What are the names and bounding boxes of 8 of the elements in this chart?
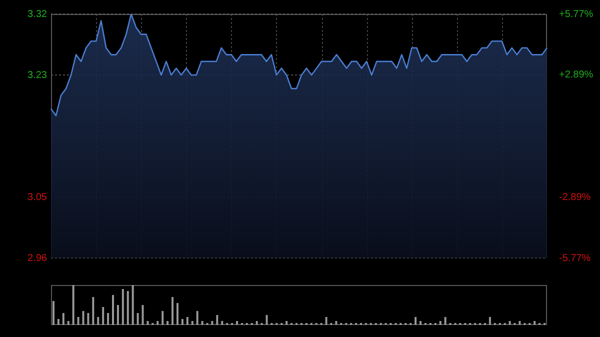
y-tick-label: 2.96 xyxy=(28,252,48,264)
y2-tick-label: +2.89% xyxy=(559,70,594,81)
y2-tick-label: -5.77% xyxy=(559,252,591,264)
y-tick-label: 3.23 xyxy=(28,70,48,81)
y-tick-label: 3.05 xyxy=(28,192,48,203)
y2-tick-label: +5.77% xyxy=(559,8,594,20)
y2-tick-label: -2.89% xyxy=(559,192,591,203)
y-tick-label: 3.32 xyxy=(28,8,48,20)
